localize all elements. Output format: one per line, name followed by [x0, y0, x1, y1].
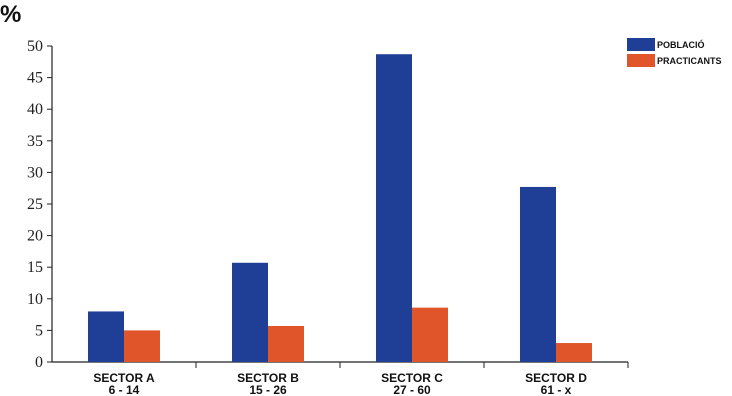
y-tick-label: 5 — [35, 322, 43, 339]
legend-label: POBLACIÓ — [657, 39, 705, 50]
category-labels: SECTOR A6 - 14 SECTOR B15 - 26 SECTOR C27 … — [93, 371, 587, 396]
y-tick-label: 15 — [27, 259, 43, 276]
y-tick-label: 10 — [27, 291, 43, 308]
category-range-label: 15 - 26 — [249, 383, 287, 396]
y-tick-label: 30 — [27, 164, 43, 181]
bar-practicants — [556, 343, 592, 362]
bar-practicants — [412, 307, 448, 362]
category-range-label: 27 - 60 — [393, 383, 431, 396]
legend-swatch — [627, 38, 655, 51]
y-tick-label: 25 — [27, 196, 43, 213]
bar-practicants — [268, 325, 304, 362]
y-tick-label: 50 — [27, 38, 43, 55]
bar-poblacio — [376, 54, 412, 362]
category-label: SECTOR A — [93, 371, 155, 385]
y-tick-label: 35 — [27, 133, 43, 150]
legend: POBLACIÓ PRACTICANTS — [627, 38, 722, 67]
y-tick-label: 40 — [27, 101, 43, 118]
x-ticks — [195, 362, 629, 368]
y-tick-label: 45 — [27, 70, 43, 87]
y-unit-label: % — [0, 1, 21, 28]
y-tick-label: 0 — [35, 354, 43, 371]
bar-poblacio — [520, 186, 556, 362]
category-label: SECTOR C — [381, 371, 443, 385]
bar-poblacio — [88, 311, 124, 362]
legend-label: PRACTICANTS — [657, 56, 722, 66]
y-tick-label: 20 — [27, 228, 43, 245]
bar-poblacio — [232, 262, 268, 362]
category-range-label: 61 - x — [541, 383, 572, 396]
y-ticks: 0 5 10 15 20 25 30 35 40 45 50 — [27, 38, 52, 371]
legend-swatch — [627, 54, 655, 67]
bars — [88, 54, 592, 362]
category-label: SECTOR D — [525, 371, 587, 385]
category-range-label: 6 - 14 — [109, 383, 140, 396]
category-label: SECTOR B — [237, 371, 299, 385]
bar-practicants — [124, 330, 160, 362]
